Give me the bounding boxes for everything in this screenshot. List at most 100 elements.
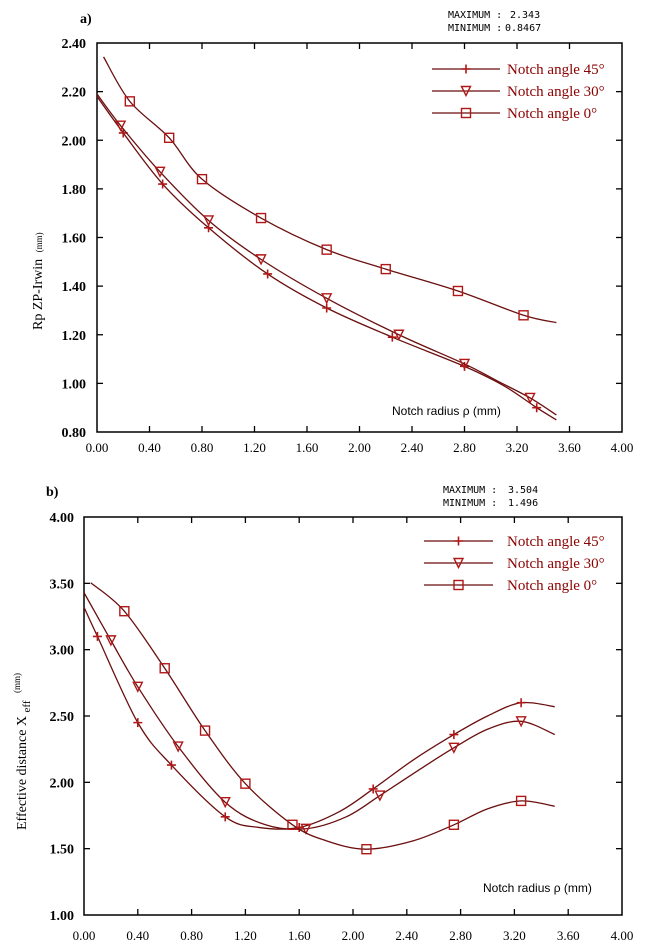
panel-a-data-point-plus: [387, 332, 397, 342]
panel-a-data-point-plus: [263, 269, 273, 279]
panel-a-data-point-plus: [322, 303, 332, 313]
panel-a-x-tick-label: 2.80: [453, 440, 476, 455]
panel-a-legend-marker-square: [460, 107, 472, 119]
panel-b-data-point-triangle-down: [172, 741, 184, 753]
panel-a-data-point-triangle-down: [154, 166, 166, 178]
panel-a-x-tick-label: 4.00: [611, 440, 634, 455]
panel-a-data-point-square: [452, 285, 464, 297]
panel-b-max-label: MAXIMUM :: [443, 485, 497, 496]
panel-b-x-tick-label: 2.40: [395, 928, 418, 943]
panel-a-y-tick-label: 0.80: [62, 426, 87, 441]
panel-a-y-tick-label: 1.40: [62, 280, 87, 295]
panel-a-x-tick-label: 2.40: [401, 440, 424, 455]
panel-b-data-point-plus: [92, 631, 102, 641]
panel-b-x-tick-label: 1.20: [234, 928, 257, 943]
panel-a-data-point-triangle-down: [458, 358, 471, 370]
panel-b-series-line: [90, 582, 555, 850]
panel-a-x-tick-label: 1.60: [296, 440, 319, 455]
panel-b-series-triangle-down: [83, 592, 556, 835]
panel-b-series-line: [83, 592, 556, 830]
panel-a-data-point-square: [380, 263, 391, 275]
panel-b-y-tick-label: 2.00: [50, 776, 75, 791]
panel-b-y-tick-label: 3.50: [50, 577, 75, 592]
panel-a-x-tick-label: 1.20: [243, 440, 266, 455]
panel-a-label: a): [80, 12, 92, 27]
panel-b-data-point-plus: [220, 812, 230, 822]
panel-b-series-plus: [83, 606, 555, 832]
panel-b-y-tick-label: 3.00: [50, 644, 75, 659]
panel-b-series-line: [83, 606, 555, 830]
panel-b-y-axis-title: Effective distance X eff (mm): [12, 673, 34, 830]
panel-a-data-point-triangle-down: [524, 392, 536, 405]
panel-a-y-tick-label: 1.60: [62, 232, 87, 247]
panel-b-data-point-triangle-down: [374, 790, 386, 802]
panel-a-series-line: [103, 56, 557, 324]
panel-a-legend-label: Notch angle 45°: [507, 62, 605, 78]
panel-b-x-tick-label: 3.60: [557, 928, 580, 943]
panel-a-data-point-plus: [532, 403, 542, 413]
panel-a-y-tick-label: 2.20: [62, 86, 87, 101]
panel-a-min-label: MINIMUM :: [448, 23, 502, 34]
panel-b-y-tick-label: 2.50: [50, 710, 75, 725]
panel-b-data-point-square: [199, 725, 211, 736]
panel-a-data-point-square: [255, 212, 267, 224]
panel-b-data-point-plus: [368, 784, 378, 794]
panel-b-legend-marker-square: [453, 579, 464, 591]
panel-b-y-axis-title-main: Effective distance X: [15, 716, 30, 830]
panel-b-data-point-triangle-down: [105, 635, 117, 647]
panel-b-data-point-triangle-down: [300, 823, 312, 835]
panel-b-x-axis-title: Notch radius ρ (mm): [483, 881, 592, 895]
panel-b-plot-frame: [83, 516, 623, 916]
panel-a-data-point-triangle-down: [202, 215, 215, 227]
panel-a-x-tick-label: 0.80: [191, 440, 214, 455]
panel-b-legend-label: Notch angle 45°: [507, 534, 605, 550]
panel-a-data-point-square: [196, 173, 208, 185]
panel-a-y-axis-title-main: Rp ZP-Irwin: [31, 259, 46, 330]
panel-b-x-tick-label: 1.60: [288, 928, 311, 943]
panel-a-x-tick-label: 3.20: [506, 440, 529, 455]
panel-a-y-tick-label: 1.00: [62, 377, 87, 392]
panel-a-legend-marker-triangle-down: [460, 85, 472, 98]
panel-b-data-point-square: [119, 605, 130, 617]
panel-b-x-tick-label: 0.80: [180, 928, 203, 943]
panel-a-y-axis-title-unit: (mm): [34, 232, 44, 252]
panel-b-x-tick-label: 0.00: [73, 928, 96, 943]
panel-a-x-tick-label: 2.00: [348, 440, 371, 455]
panel-a-data-point-square: [518, 310, 529, 321]
panel-b-data-point-triangle-down: [448, 742, 460, 754]
panel-b-data-point-plus: [133, 718, 143, 728]
panel-b-y-axis-title-unit: (mm): [12, 673, 22, 693]
panel-a-y-tick-label: 2.00: [62, 134, 87, 149]
plot-layer: 0.00 0.40 0.80 1.20 1.60 2.00 2.40 2.80 3.20 3.60…: [50, 37, 634, 943]
panel-a-data-point-triangle-down: [255, 254, 267, 266]
panel-b-legend-label: Notch angle 30°: [507, 556, 605, 572]
panel-b-x-tick-label: 2.00: [342, 928, 365, 943]
panel-b-x-tick-label: 2.80: [449, 928, 472, 943]
panel-b-data-point-triangle-down: [515, 716, 527, 728]
panel-a-series-triangle-down: [96, 93, 557, 416]
panel-b-max-value: 3.504: [508, 485, 538, 496]
panel-b-data-point-square: [240, 778, 251, 789]
panel-b-data-point-plus: [166, 760, 176, 770]
panel-b-legend-label: Notch angle 0°: [507, 578, 597, 594]
panel-b-legend-marker-plus: [454, 536, 463, 546]
panel-b-data-point-plus: [516, 698, 526, 708]
panel-a-data-point-square: [163, 132, 175, 144]
panel-b-label: b): [46, 485, 59, 500]
panel-a-x-tick-label: 3.60: [558, 440, 581, 455]
panel-a-y-tick-label: 1.80: [62, 183, 87, 198]
panel-b-min-label: MINIMUM :: [443, 498, 497, 509]
panel-a-min-value: 0.8467: [505, 23, 541, 34]
panel-b-data-point-square: [515, 795, 527, 807]
panel-a-data-point-plus: [158, 179, 168, 189]
panel-b-data-point-square: [448, 819, 460, 830]
panel-a-x-tick-label: 0.40: [138, 440, 161, 455]
panel-a-y-tick-label: 2.40: [62, 37, 87, 52]
panel-a-series-line: [96, 93, 557, 416]
panel-b-x-tick-label: 3.20: [503, 928, 526, 943]
panel-a-plot-frame: [96, 42, 623, 433]
panel-a-data-point-triangle-down: [393, 329, 405, 341]
panel-a-series-square: [103, 56, 557, 324]
panel-b-y-tick-label: 1.50: [50, 843, 75, 858]
